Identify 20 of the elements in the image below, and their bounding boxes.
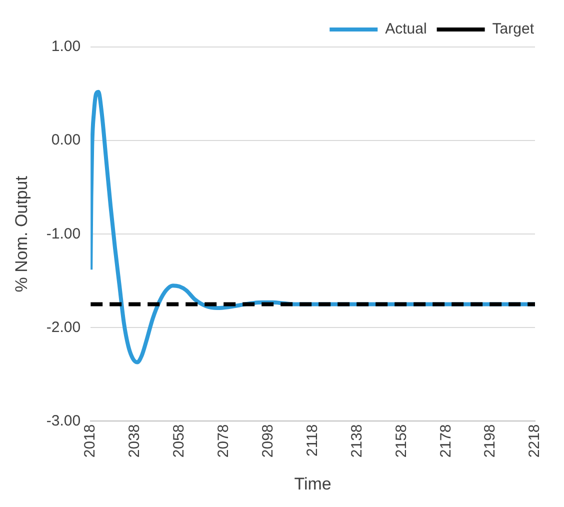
x-tick-label: 2118	[304, 424, 321, 456]
x-tick-label: 2078	[215, 424, 232, 458]
y-tick-label: 1.00	[51, 38, 81, 56]
legend-label: Actual	[385, 20, 427, 38]
y-tick-label: -2.00	[46, 318, 81, 336]
x-tick-label: 2018	[82, 424, 99, 458]
x-tick-label: 2198	[482, 424, 499, 458]
legend-label: Target	[492, 20, 535, 38]
y-axis-title: % Nom. Output	[12, 176, 31, 292]
x-tick-label: 2098	[259, 424, 276, 458]
x-tick-label: 2058	[170, 424, 188, 458]
y-tick-label: 0.00	[51, 132, 81, 149]
x-tick-label: 2038	[126, 424, 144, 458]
x-tick-label: 2218	[526, 424, 544, 458]
y-tick-label: -1.00	[46, 225, 81, 242]
y-tick-label: -3.00	[46, 412, 81, 430]
x-tick-label: 2138	[348, 424, 366, 458]
x-tick-label: 2158	[392, 424, 410, 458]
x-tick-label: 2178	[437, 424, 454, 458]
x-axis-title: Time	[294, 474, 332, 494]
